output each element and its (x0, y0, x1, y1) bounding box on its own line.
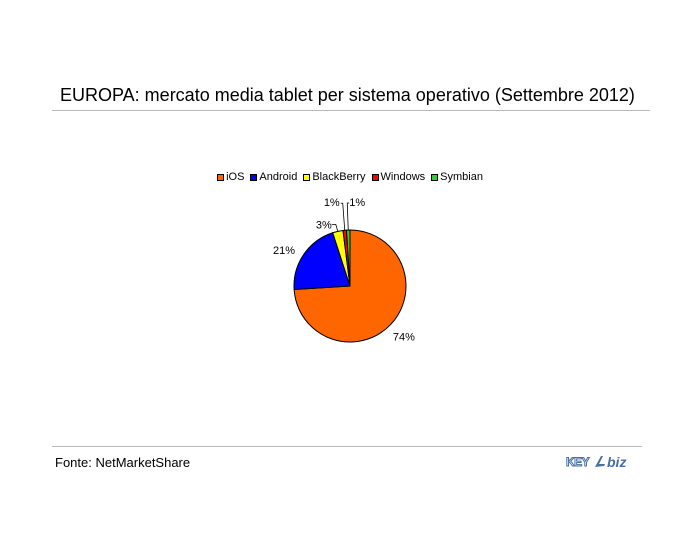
title-divider (52, 110, 650, 111)
key4biz-logo: KEY biz (566, 454, 627, 470)
legend-item-blackberry: BlackBerry (303, 171, 366, 183)
footer-divider (52, 446, 642, 447)
legend-item-windows: Windows (371, 171, 426, 183)
pie-slice-symbian (345, 229, 351, 287)
leader-line-blackberry (331, 223, 339, 232)
legend-label-symbian: Symbian (440, 171, 483, 183)
pie-slice-android (293, 232, 351, 291)
source-note: Fonte: NetMarketShare (55, 455, 191, 470)
svg-text:KEY: KEY (566, 455, 590, 469)
legend-item-symbian: Symbian (431, 171, 483, 183)
leader-line-windows (340, 202, 346, 231)
chart-title: EUROPA: mercato media tablet per sistema… (60, 85, 635, 105)
legend-item-android: Android (250, 171, 297, 183)
legend-label-windows: Windows (380, 171, 426, 183)
data-label-android: 21% (273, 245, 295, 257)
data-label-blackberry: 3% (316, 219, 332, 231)
leader-line-symbian (346, 202, 350, 231)
data-label-ios: 74% (393, 332, 415, 344)
legend-swatch-ios (217, 173, 225, 181)
legend-label-blackberry: BlackBerry (312, 171, 366, 183)
legend-swatch-symbian (431, 173, 439, 181)
data-label-windows: 1% (324, 197, 340, 209)
legend-label-ios: iOS (226, 171, 245, 183)
svg-text:biz: biz (607, 454, 626, 470)
legend-swatch-windows (371, 173, 379, 181)
legend-label-android: Android (259, 171, 298, 183)
legend: iOS Android BlackBerry Windows Symbian (200, 171, 500, 183)
legend-item-ios: iOS (217, 171, 244, 183)
legend-swatch-blackberry (303, 173, 311, 181)
data-label-symbian: 1% (349, 197, 365, 209)
legend-swatch-android (250, 173, 258, 181)
